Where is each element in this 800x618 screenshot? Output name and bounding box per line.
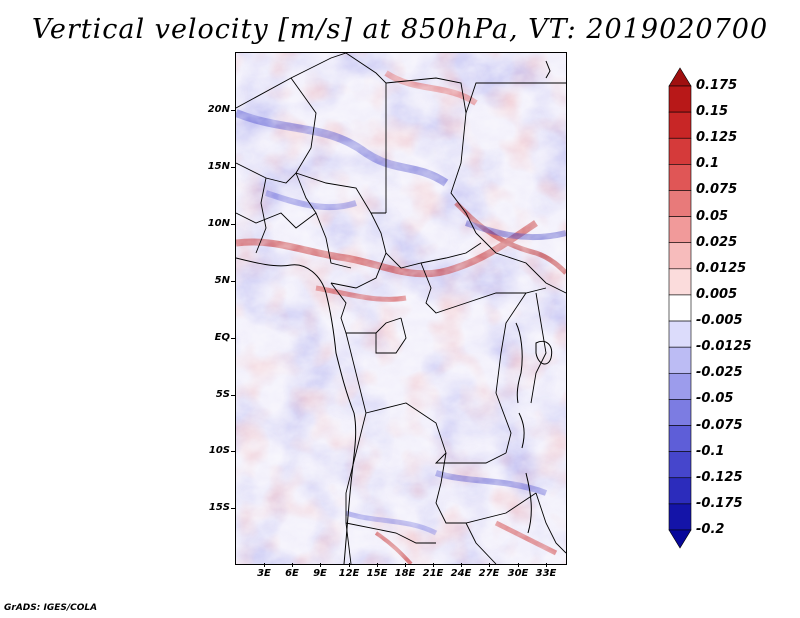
colorbar-label: 0.025 <box>696 234 738 250</box>
colorbar-segment <box>668 111 692 139</box>
colorbar-segment <box>668 137 692 165</box>
colorbar-segment <box>668 242 692 270</box>
lon-tick <box>292 563 293 567</box>
colorbar-segment <box>668 425 692 452</box>
lon-label-3e: 3E <box>257 568 271 579</box>
lon-label-18e: 18E <box>394 568 416 579</box>
colorbar-segment <box>668 451 692 479</box>
lat-tick <box>231 110 235 111</box>
colorbar-segment <box>668 190 692 217</box>
lon-tick <box>518 563 519 567</box>
colorbar-label: -0.175 <box>696 495 743 511</box>
lon-label-9e: 9E <box>313 568 327 579</box>
colorbar-label: 0.175 <box>696 78 738 93</box>
colorbar-label: -0.005 <box>696 313 743 329</box>
lat-label-10n: 10N <box>207 218 230 229</box>
country-borders <box>236 53 566 564</box>
lat-label-20n: 20N <box>207 104 230 115</box>
lat-tick <box>231 224 235 225</box>
lon-tick <box>320 563 321 567</box>
colorbar-segment <box>668 268 692 296</box>
lon-tick <box>377 563 378 567</box>
colorbar-label: -0.125 <box>696 469 743 485</box>
lat-tick <box>231 451 235 452</box>
lat-label-5n: 5N <box>214 275 230 286</box>
colorbar-label: -0.1 <box>696 443 725 459</box>
lat-tick <box>231 338 235 339</box>
colorbar-top-arrow <box>668 67 692 87</box>
colorbar-segment <box>668 399 692 426</box>
lat-tick <box>231 395 235 396</box>
lat-label-eq: EQ <box>214 332 230 343</box>
colorbar-bottom-arrow <box>668 529 692 549</box>
lon-label-12e: 12E <box>338 568 360 579</box>
lat-tick <box>231 167 235 168</box>
colorbar-segment <box>668 216 692 244</box>
colorbar-segment <box>668 372 692 400</box>
lon-label-27e: 27E <box>478 568 500 579</box>
lon-tick <box>433 563 434 567</box>
colorbar-segment <box>668 320 692 348</box>
lon-tick <box>489 563 490 567</box>
lon-tick <box>349 563 350 567</box>
lakes <box>515 60 553 534</box>
credit-text: GrADS: IGES/COLA <box>4 603 98 613</box>
lon-tick <box>546 563 547 567</box>
colorbar-label: 0.1 <box>696 156 720 172</box>
lon-label-30e: 30E <box>507 568 529 579</box>
colorbar-segment <box>668 85 692 113</box>
colorbar-label: -0.025 <box>696 365 743 381</box>
colorbar-label: 0.15 <box>696 104 729 120</box>
lon-tick <box>405 563 406 567</box>
lat-label-10s: 10S <box>208 445 230 456</box>
field-texture <box>236 53 566 564</box>
velocity-field-map <box>236 53 566 564</box>
chart-title: Vertical velocity [m/s] at 850hPa, VT: 2… <box>31 14 769 45</box>
lon-label-6e: 6E <box>285 568 299 579</box>
lat-tick <box>231 508 235 509</box>
colorbar-segment <box>668 164 692 191</box>
colorbar-label: 0.0125 <box>696 260 747 276</box>
colorbar-label: -0.075 <box>696 417 743 433</box>
colorbar-label: -0.0125 <box>696 339 752 355</box>
lon-tick <box>461 563 462 567</box>
colorbar <box>668 67 692 549</box>
colorbar-label: 0.075 <box>696 182 738 198</box>
lon-tick <box>264 563 265 567</box>
lon-label-21e: 21E <box>422 568 444 579</box>
map-plot-area <box>235 52 567 565</box>
colorbar-label: -0.05 <box>696 391 734 407</box>
lat-tick <box>231 281 235 282</box>
colorbar-segment <box>668 346 692 374</box>
lon-label-15e: 15E <box>366 568 388 579</box>
coastline <box>236 257 357 564</box>
colorbar-label: -0.2 <box>696 522 725 537</box>
colorbar-label: 0.05 <box>696 208 729 224</box>
lat-label-15s: 15S <box>208 502 230 513</box>
colorbar-segment <box>668 294 692 322</box>
colorbar-label: 0.125 <box>696 130 738 146</box>
lon-label-24e: 24E <box>450 568 472 579</box>
colorbar-segment <box>668 477 692 505</box>
lon-label-33e: 33E <box>535 568 557 579</box>
lat-label-5s: 5S <box>215 389 230 400</box>
colorbar-label: 0.005 <box>696 286 738 302</box>
colorbar-segment <box>668 503 692 531</box>
lat-label-15n: 15N <box>207 161 230 172</box>
